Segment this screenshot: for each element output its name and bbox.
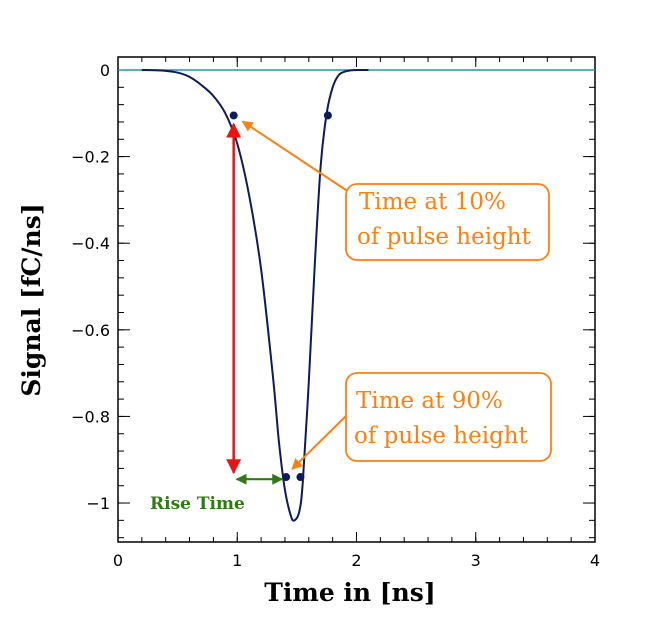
annotation-box-90-percent [345, 372, 552, 462]
plot-frame [117, 56, 596, 543]
x-tick-label: 2 [351, 551, 361, 570]
annotation-90-line1: Time at 90% [356, 388, 503, 414]
y-tick-label: −0.4 [71, 234, 110, 253]
annotation-10-line2: of pulse height [357, 224, 532, 250]
annotation-90-line2: of pulse height [354, 423, 529, 449]
pulse-markers [229, 111, 332, 482]
pulse-marker [323, 111, 332, 120]
arrow-10-percent [241, 120, 353, 195]
pulse-marker [296, 473, 305, 482]
y-tick-label: −1 [86, 494, 110, 513]
rise-time-label: Rise Time [150, 494, 245, 514]
annotation-box-10-percent [345, 183, 550, 261]
tick-labels: 0 1 2 3 4 0 −0.2 −0.4 −0.6 −0.8 −1 [71, 61, 600, 570]
axis-ticks [117, 57, 596, 542]
y-tick-label: −0.8 [71, 407, 110, 426]
y-axis-title: Signal [fC/ns] [17, 203, 46, 396]
annotation-10-line1: Time at 10% [359, 189, 506, 215]
arrow-90-percent [291, 409, 353, 470]
x-tick-label: 0 [113, 551, 123, 570]
y-tick-label: −0.6 [71, 321, 110, 340]
x-tick-label: 1 [232, 551, 242, 570]
x-tick-label: 4 [590, 551, 600, 570]
x-tick-label: 3 [471, 551, 481, 570]
x-axis-title: Time in [ns] [264, 578, 435, 607]
y-tick-label: −0.2 [71, 148, 110, 167]
y-tick-label: 0 [100, 61, 110, 80]
pulse-marker [229, 111, 238, 120]
pulse-series-line [141, 68, 369, 522]
pulse-marker [282, 473, 291, 482]
